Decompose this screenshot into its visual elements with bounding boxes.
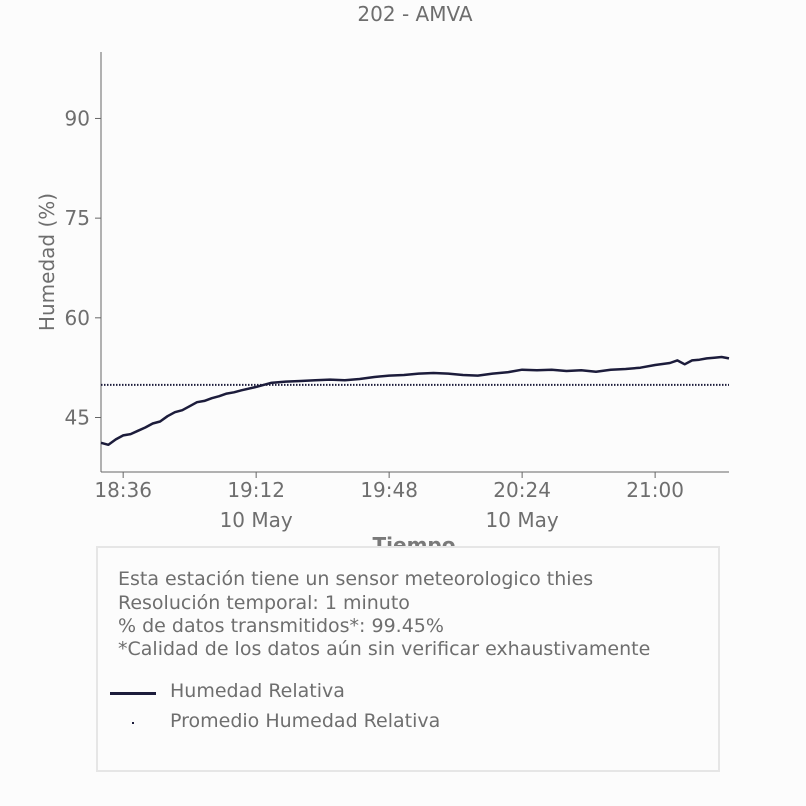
chart-title: 202 - AMVA	[357, 2, 472, 26]
legend-solid-line-swatch	[110, 692, 156, 695]
y-tick-label: 75	[65, 206, 90, 230]
y-axis-label: Humedad (%)	[35, 193, 59, 331]
y-tick-label: 90	[65, 106, 90, 130]
humidity-chart: 202 - AMVA Humedad (%) 45 60 75 90 18:36 19:…	[35, 2, 730, 532]
series-layer	[100, 355, 730, 447]
resolution-text: Resolución temporal: 1 minuto	[118, 592, 410, 614]
x-tick-date-label: 10 May	[486, 508, 559, 532]
legend-item-humedad: Humedad Relativa	[110, 678, 670, 708]
y-ticks: 45 60 75 90	[65, 106, 101, 430]
quality-note-text: *Calidad de los datos aún sin verificar …	[118, 638, 651, 660]
x-tick-label: 20:24	[493, 478, 551, 502]
legend-label-humedad: Humedad Relativa	[170, 680, 345, 702]
info-legend-box: Esta estación tiene un sensor meteorolog…	[96, 546, 720, 772]
y-tick-label: 60	[65, 306, 90, 330]
x-tick-label: 19:48	[360, 478, 418, 502]
x-tick-date-label: 10 May	[220, 508, 293, 532]
legend-label-promedio: Promedio Humedad Relativa	[170, 710, 441, 732]
data-transmitted-text: % de datos transmitidos*: 99.45%	[118, 615, 444, 637]
station-sensor-text: Esta estación tiene un sensor meteorolog…	[118, 568, 594, 590]
humidity-line	[100, 355, 730, 447]
legend-dot-swatch	[132, 722, 134, 724]
x-tick-label: 19:12	[227, 478, 285, 502]
x-tick-label: 21:00	[626, 478, 684, 502]
legend-item-promedio: Promedio Humedad Relativa	[110, 708, 670, 738]
y-tick-label: 45	[65, 406, 90, 430]
x-ticks: 18:36 19:12 10 May 19:48 20:24 10 May 21:00	[94, 472, 684, 532]
x-tick-label: 18:36	[94, 478, 152, 502]
